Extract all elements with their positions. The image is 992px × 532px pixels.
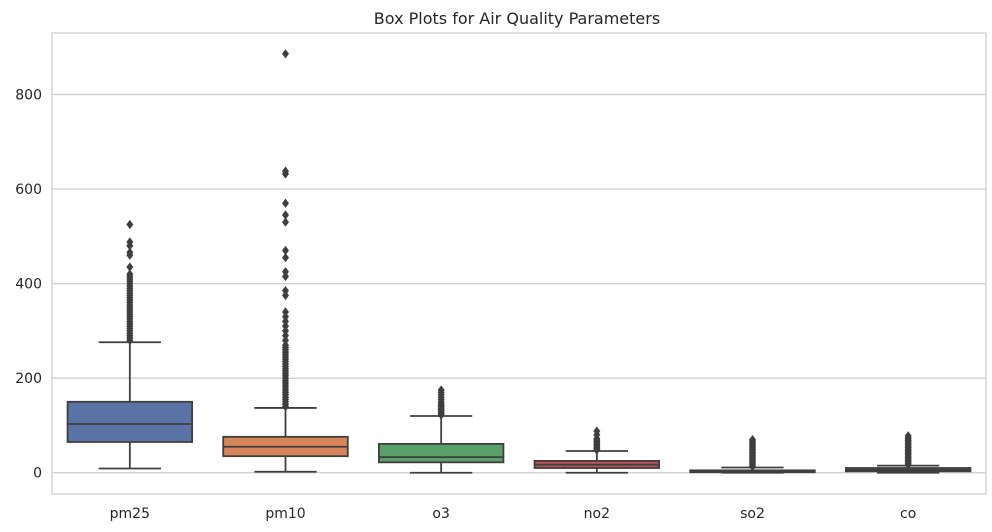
outlier-point <box>282 217 289 227</box>
outlier-point <box>282 252 289 263</box>
x-tick-label: co <box>900 506 916 522</box>
outlier-point <box>126 237 134 247</box>
x-tick-label: o3 <box>432 506 449 522</box>
y-tick-labels: 0 200 400 600 800 <box>15 87 42 481</box>
outlier-point <box>282 326 289 336</box>
outlier-point <box>282 166 289 176</box>
x-tick-label: pm10 <box>265 506 305 522</box>
x-tick-label: so2 <box>740 506 765 522</box>
outlier-point <box>282 307 289 317</box>
x-tick-label: pm25 <box>110 506 150 522</box>
y-gridlines <box>52 93 986 474</box>
boxes <box>66 49 972 474</box>
outlier-point <box>282 340 289 350</box>
box-group-pm25 <box>66 219 193 470</box>
y-tick-label: 400 <box>15 277 42 293</box>
outlier-point <box>126 262 134 272</box>
outlier-point <box>282 49 289 59</box>
outlier-point <box>126 219 134 230</box>
outlier-point <box>126 247 134 258</box>
box-iqr <box>377 442 505 464</box>
box-group-so2 <box>689 434 816 474</box>
outlier-point <box>282 245 289 256</box>
y-tick-label: 800 <box>15 87 42 103</box>
y-tick-label: 200 <box>15 371 42 387</box>
box-group-o3 <box>377 385 505 474</box>
outlier-point <box>593 426 601 436</box>
outlier-point <box>282 286 289 296</box>
plot-frame <box>51 32 987 495</box>
box-group-no2 <box>533 426 660 474</box>
outlier-point <box>282 312 289 322</box>
outlier-point <box>282 316 289 327</box>
outlier-point <box>437 385 445 395</box>
x-tick-labels: pm25 pm10 o3 no2 so2 co <box>110 506 917 522</box>
outlier-point <box>282 330 289 341</box>
x-tick-label: no2 <box>584 506 610 522</box>
y-tick-label: 0 <box>33 466 42 482</box>
outlier-point <box>126 269 134 279</box>
outlier-point <box>282 335 289 345</box>
box-group-pm10 <box>222 49 349 473</box>
outlier-point <box>749 434 756 445</box>
outlier-point <box>282 321 289 331</box>
box-iqr <box>66 400 193 443</box>
outlier-point <box>904 431 912 441</box>
outlier-point <box>282 290 289 301</box>
outlier-point <box>282 210 289 220</box>
outlier-point <box>282 198 289 208</box>
outlier-point <box>282 271 289 282</box>
outlier-point <box>282 267 289 277</box>
chart-title: Box Plots for Air Quality Parameters <box>374 9 660 28</box>
box-group-co <box>845 431 972 474</box>
y-tick-label: 600 <box>15 182 42 198</box>
